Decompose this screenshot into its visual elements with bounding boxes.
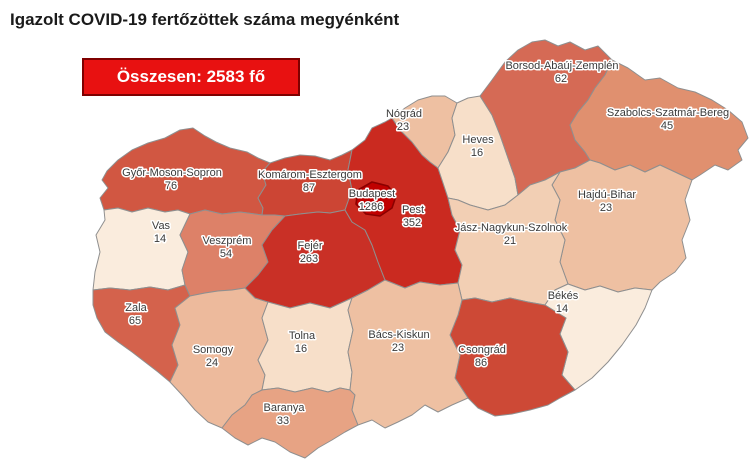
county-value-heves: 16 xyxy=(471,147,483,159)
page-title: Igazolt COVID-19 fertőzöttek száma megyé… xyxy=(10,10,400,29)
county-label-borsod-abauj-zemplen: Borsod-Abaúj-Zemplén xyxy=(505,60,618,72)
county-label-komarom-esztergom: Komárom-Esztergom xyxy=(258,169,362,181)
county-value-csongrad: 86 xyxy=(475,357,487,369)
county-label-fejer: Fejér xyxy=(297,240,322,252)
county-jasz-nagykun-szolnok xyxy=(447,171,569,306)
county-hajdu-bihar xyxy=(551,159,693,293)
county-value-pest: 352 xyxy=(403,217,421,229)
total-badge-label: Összesen: 2583 fő xyxy=(116,67,266,86)
county-label-budapest: Budapest xyxy=(349,188,395,200)
county-value-szabolcs-szatmar-bereg: 45 xyxy=(661,120,673,132)
county-value-tolna: 16 xyxy=(295,343,307,355)
county-value-veszprem: 54 xyxy=(220,248,232,260)
county-value-zala: 65 xyxy=(129,315,141,327)
county-label-veszprem: Veszprém xyxy=(203,235,252,247)
county-label-baranya: Baranya xyxy=(264,402,306,414)
county-value-nograd: 23 xyxy=(397,121,409,133)
county-label-csongrad: Csongrád xyxy=(458,344,506,356)
county-label-nograd: Nógrád xyxy=(386,108,422,120)
county-csongrad xyxy=(449,297,576,417)
county-value-bacs-kiskun: 23 xyxy=(392,342,404,354)
county-label-tolna: Tolna xyxy=(289,330,316,342)
county-value-hajdu-bihar: 23 xyxy=(600,202,612,214)
county-value-komarom-esztergom: 87 xyxy=(303,182,315,194)
total-badge: Összesen: 2583 fő xyxy=(82,58,300,96)
county-baranya xyxy=(221,387,359,459)
county-value-vas: 14 xyxy=(154,233,166,245)
county-value-fejer: 263 xyxy=(300,253,318,265)
county-vas xyxy=(92,207,191,291)
county-label-szabolcs-szatmar-bereg: Szabolcs-Szatmár-Bereg xyxy=(607,107,729,119)
county-value-jasz-nagykun-szolnok: 21 xyxy=(504,235,516,247)
county-label-somogy: Somogy xyxy=(193,344,234,356)
county-bacs-kiskun xyxy=(347,279,469,429)
county-label-jasz-nagykun-szolnok: Jász-Nagykun-Szolnok xyxy=(455,222,568,234)
county-zala xyxy=(92,284,191,383)
county-label-bekes: Békés xyxy=(548,290,579,302)
county-label-gyor-moson-sopron: Győr-Moson-Sopron xyxy=(122,167,222,179)
county-budapest xyxy=(355,181,397,217)
county-value-gyor-moson-sopron: 76 xyxy=(165,180,177,192)
county-label-bacs-kiskun: Bács-Kiskun xyxy=(368,329,429,341)
county-value-budapest: 1286 xyxy=(359,201,383,213)
county-label-pest: Pest xyxy=(402,204,424,216)
county-value-bekes: 14 xyxy=(556,303,568,315)
county-value-somogy: 24 xyxy=(206,357,218,369)
county-label-heves: Heves xyxy=(462,134,494,146)
county-label-zala: Zala xyxy=(125,302,147,314)
county-value-baranya: 33 xyxy=(277,415,289,427)
county-label-hajdu-bihar: Hajdú-Bihar xyxy=(578,189,636,201)
county-label-vas: Vas xyxy=(152,220,171,232)
county-value-borsod-abauj-zemplen: 62 xyxy=(555,73,567,85)
